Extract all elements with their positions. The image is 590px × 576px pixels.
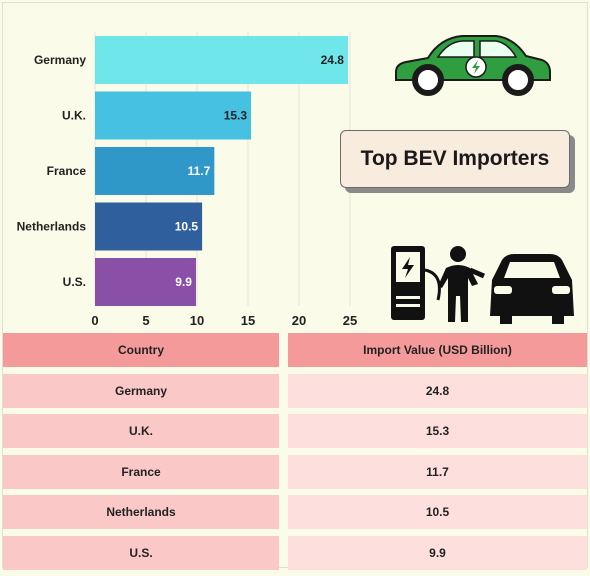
- chart-title: Top BEV Importers: [340, 130, 570, 188]
- header-country: Country: [3, 333, 279, 367]
- table-cell-country: Germany: [3, 373, 279, 408]
- table-cell-value: 11.7: [288, 454, 587, 489]
- table-row: Germany 24.8: [3, 373, 587, 408]
- value-label: 15.3: [224, 109, 248, 123]
- value-label: 24.8: [321, 53, 345, 67]
- table-row: U.S. 9.9: [3, 535, 587, 570]
- x-tick-label: 15: [241, 313, 255, 328]
- category-label: U.S.: [63, 275, 86, 289]
- table-cell-country: Netherlands: [3, 495, 279, 529]
- charging-station-icon: [391, 246, 441, 320]
- table-cell-country: France: [3, 454, 279, 489]
- category-label: U.K.: [62, 109, 86, 123]
- data-table: Country Import Value (USD Billion) Germa…: [3, 333, 587, 576]
- x-tick-label: 25: [343, 313, 357, 328]
- header-import-value: Import Value (USD Billion): [288, 333, 587, 367]
- table-row: U.K. 15.3: [3, 414, 587, 448]
- table-header-row: Country Import Value (USD Billion): [3, 333, 587, 367]
- value-label: 9.9: [175, 275, 192, 289]
- bar-chart: Germany 24.8 U.K. 15.3 France 11.7 Netherlands…: [17, 32, 357, 328]
- table-row: Netherlands 10.5: [3, 495, 587, 529]
- bar-3: [95, 202, 203, 251]
- table-cell-value: 15.3: [288, 414, 587, 448]
- charging-scene: [391, 246, 574, 324]
- car-front-icon: [490, 254, 574, 324]
- electric-car-icon: [395, 35, 551, 96]
- x-tick-label: 20: [292, 313, 306, 328]
- x-tick-label: 10: [190, 313, 204, 328]
- bar-1: [95, 91, 252, 140]
- bar-2: [95, 147, 215, 195]
- table-row: France 11.7: [3, 454, 587, 489]
- category-label: France: [47, 164, 87, 178]
- value-label: 11.7: [188, 164, 211, 178]
- person-icon: [438, 246, 485, 322]
- category-label: Germany: [34, 53, 86, 67]
- x-tick-label: 5: [142, 313, 149, 328]
- bar-4: [95, 258, 196, 306]
- table-cell-value: 9.9: [288, 535, 587, 570]
- table-cell-value: 24.8: [288, 373, 587, 408]
- table-cell-country: U.K.: [3, 414, 279, 448]
- table-cell-country: U.S.: [3, 535, 279, 570]
- category-label: Netherlands: [17, 220, 87, 234]
- table-cell-value: 10.5: [288, 495, 587, 529]
- value-label: 10.5: [175, 220, 199, 234]
- bar-0: [95, 36, 348, 84]
- x-tick-label: 0: [91, 313, 98, 328]
